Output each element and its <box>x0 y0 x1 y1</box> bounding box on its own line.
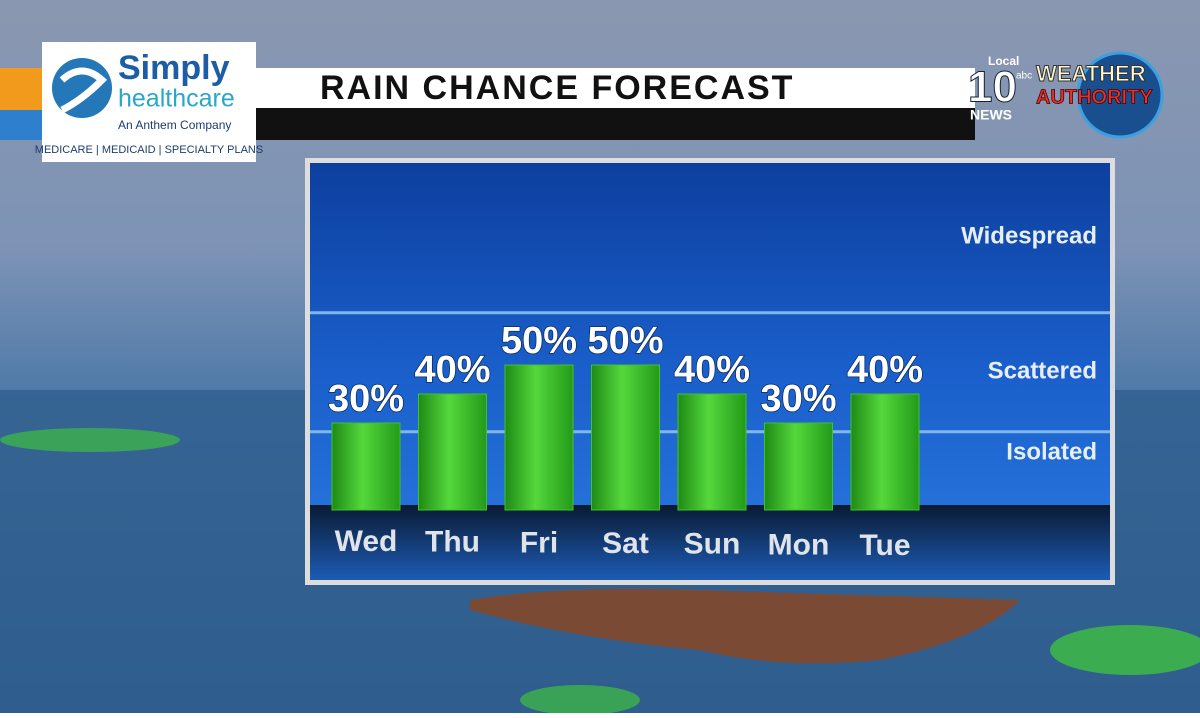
sponsor-tagline: An Anthem Company <box>118 118 231 132</box>
station-network: abc <box>1016 71 1032 82</box>
bar <box>331 422 401 511</box>
sponsor-name: Simply <box>118 49 230 87</box>
bar <box>418 393 487 511</box>
value-label: 50% <box>587 320 663 362</box>
value-label: 50% <box>501 320 577 362</box>
x-tick-label: Sun <box>684 528 741 561</box>
bar <box>764 422 833 511</box>
station-news: NEWS <box>970 107 1012 123</box>
title-bar-bottom <box>255 108 975 140</box>
brand: WEATHER <box>1036 61 1146 86</box>
bar <box>504 364 574 511</box>
sponsor-plans: MEDICARE | MEDICAID | SPECIALTY PLANS <box>35 144 263 156</box>
x-tick-label: Tue <box>859 529 910 562</box>
value-label: 30% <box>328 378 404 420</box>
zone-label: Scattered <box>988 358 1097 385</box>
sponsor-name: healthcare <box>118 85 235 113</box>
x-tick-label: Wed <box>335 525 398 558</box>
station-local: Local <box>988 54 1019 68</box>
radar <box>0 428 180 452</box>
zone-label: Widespread <box>961 223 1097 250</box>
value-label: 40% <box>674 349 750 391</box>
plot: Isolated Scattered Widespread 30% Wed 40% Thu 5… <box>310 223 1110 562</box>
x-tick-label: Mon <box>768 528 830 561</box>
sponsor-icon <box>52 58 112 118</box>
station-emblem <box>1076 51 1164 139</box>
radar <box>1050 625 1200 675</box>
x-tick-label: Thu <box>425 526 480 559</box>
brand: AUTHORITY <box>1036 86 1153 108</box>
bar <box>591 364 660 511</box>
land <box>470 588 1020 664</box>
zone-label: Isolated <box>1006 439 1097 466</box>
chart-title: RAIN CHANCE FORECAST <box>320 69 794 107</box>
sponsor-icon <box>59 67 108 114</box>
station-number: 10 <box>968 63 1017 112</box>
bar <box>850 393 920 511</box>
x-tick-label: Sat <box>602 527 649 560</box>
value-label: 30% <box>760 378 836 420</box>
label-strip <box>310 505 1110 580</box>
radar <box>520 685 640 715</box>
value-label: 40% <box>414 349 490 391</box>
value-label: 40% <box>847 349 923 391</box>
x-tick-label: Fri <box>520 526 558 559</box>
bar <box>677 393 747 511</box>
title-bar <box>255 68 975 110</box>
